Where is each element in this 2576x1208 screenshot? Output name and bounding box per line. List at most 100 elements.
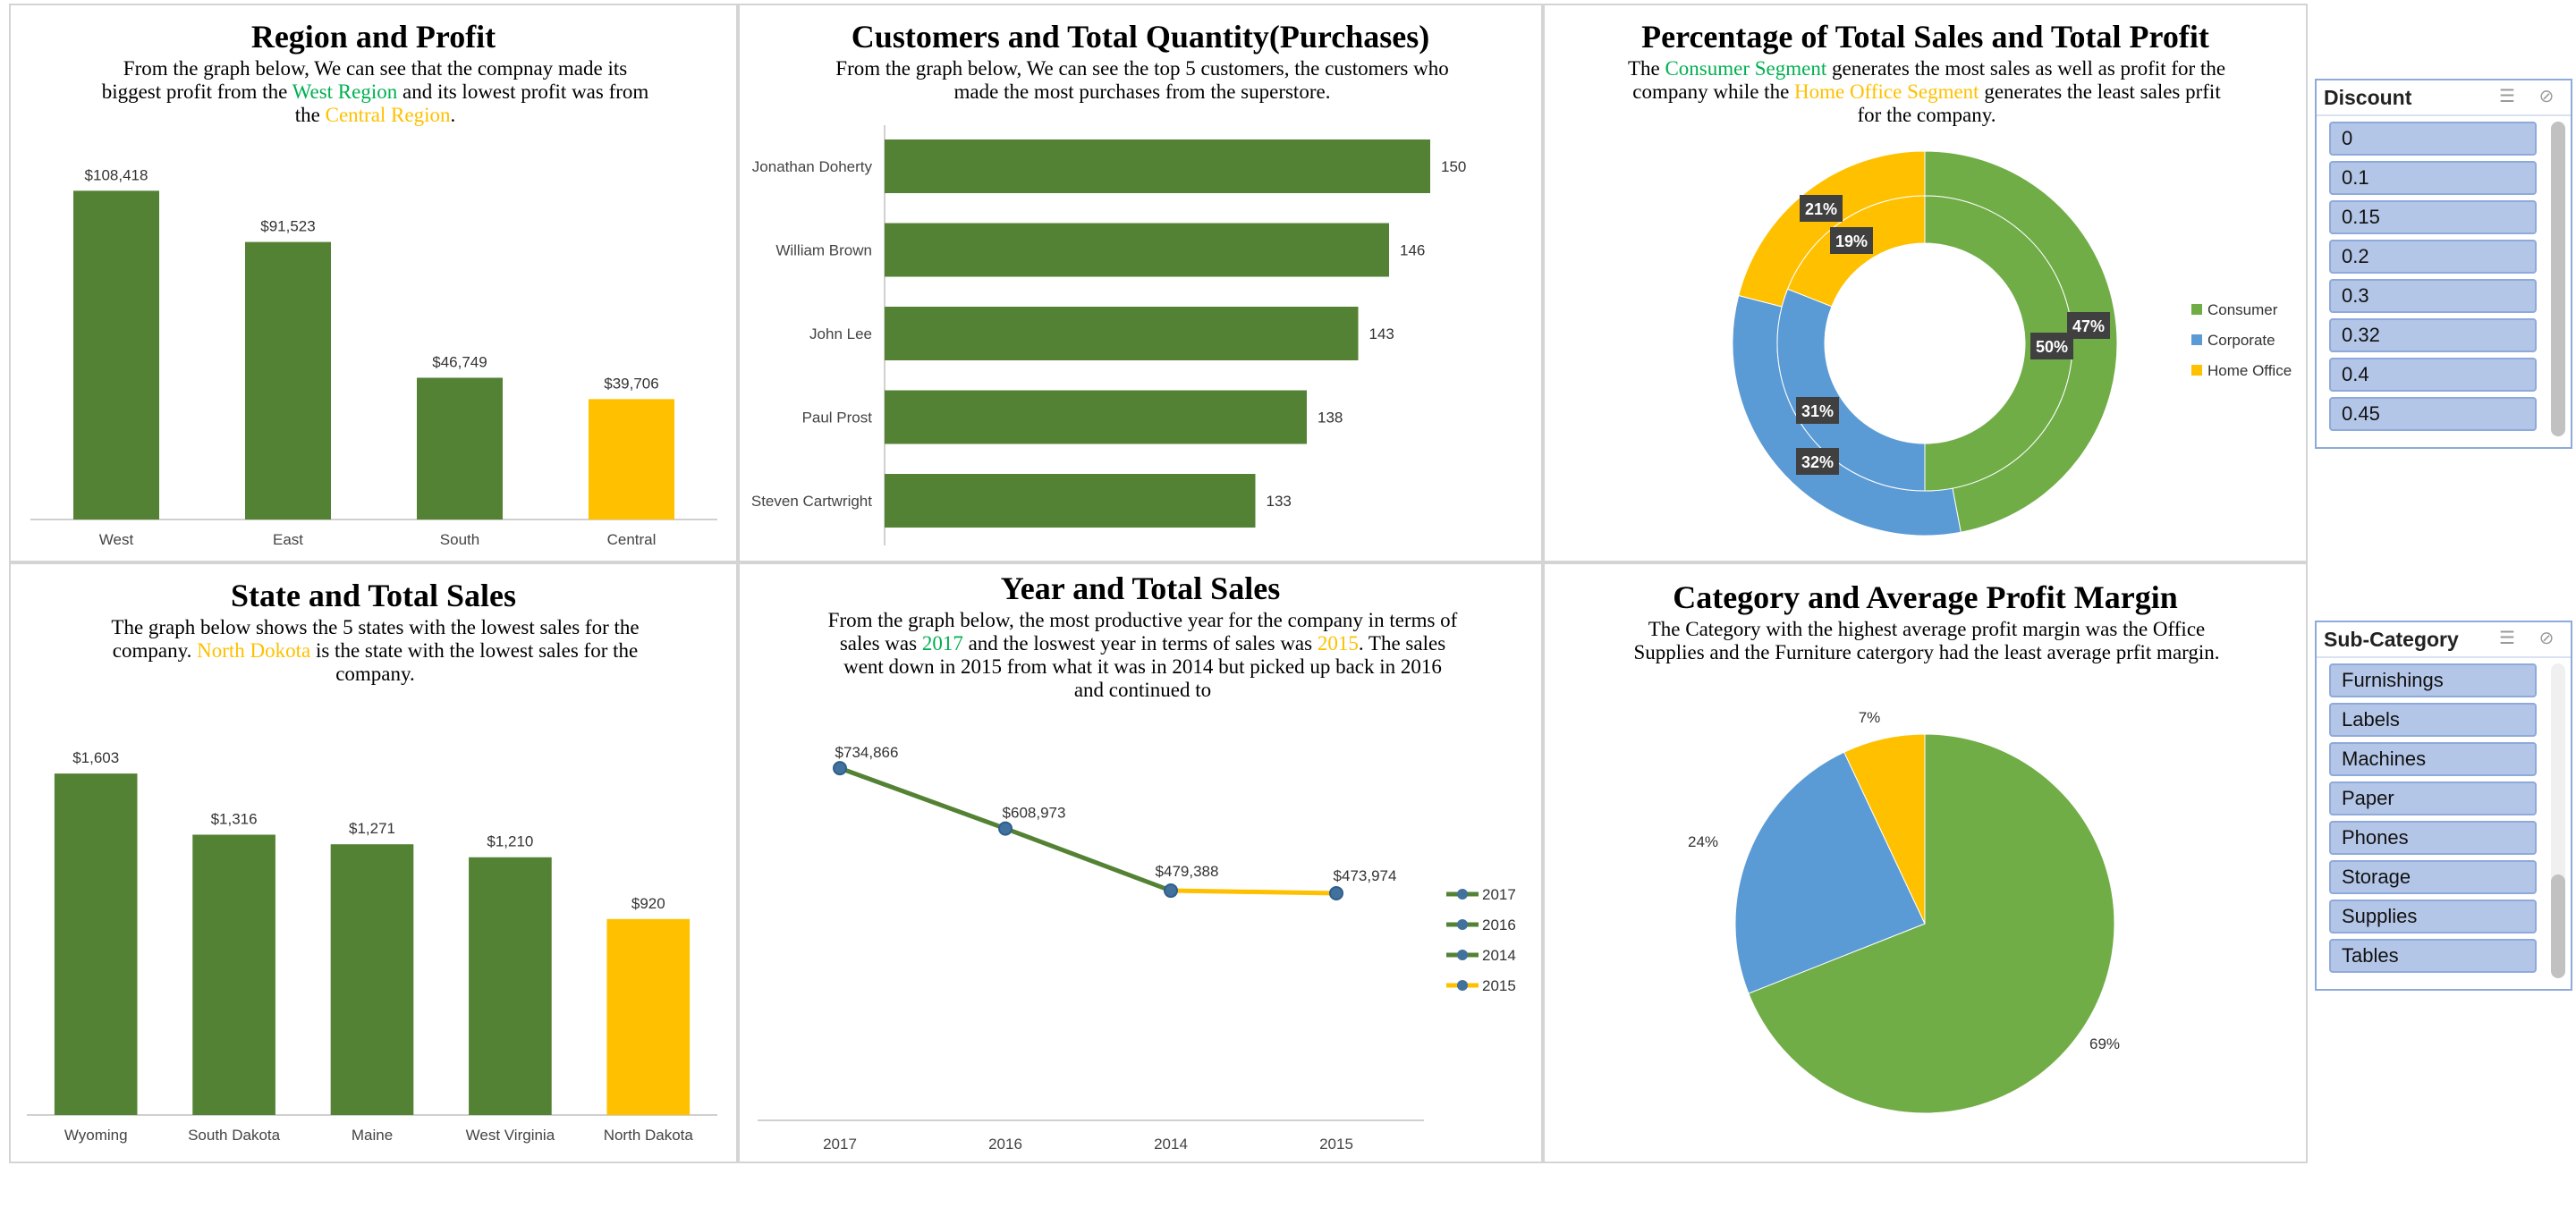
customers-quantity-panel: Customers and Total Quantity(Purchases) … (738, 4, 1543, 562)
slicer-scrollbar[interactable] (2551, 663, 2565, 978)
data-label: $39,706 (604, 375, 658, 392)
subcategory-option[interactable]: Paper (2329, 781, 2537, 815)
multi-select-icon[interactable]: ☰ (2499, 87, 2515, 106)
legend-label: 2017 (1482, 886, 1516, 903)
legend-swatch (2191, 304, 2202, 315)
bar (606, 918, 691, 1115)
slicer-scroll-thumb[interactable] (2551, 874, 2565, 978)
slicer-header: Sub-Category ☰ ⊘ (2317, 622, 2571, 658)
segment-sales-profit-panel: Percentage of Total Sales and Total Prof… (1543, 4, 2308, 562)
data-label-box (2067, 312, 2110, 339)
highlight-north-dakota: North Dokota (197, 639, 311, 662)
highlight-central-region: Central Region (325, 104, 451, 126)
discount-option[interactable]: 0.2 (2329, 240, 2537, 274)
clear-filter-icon[interactable]: ⊘ (2538, 629, 2555, 648)
discount-option[interactable]: 0.45 (2329, 397, 2537, 431)
highlight-2015: 2015 (1317, 632, 1359, 655)
slicer-scroll-thumb[interactable] (2551, 122, 2565, 436)
region-profit-panel: Region and Profit From the graph below, … (9, 4, 738, 562)
data-label: $608,973 (1003, 805, 1066, 822)
subcategory-option[interactable]: Machines (2329, 742, 2537, 776)
discount-slicer: Discount ☰ ⊘ 0 0.1 0.15 0.2 0.3 0.32 0.4 0.45 (2315, 79, 2572, 449)
bar (330, 844, 414, 1115)
bar (589, 399, 674, 520)
legend-marker (1457, 889, 1468, 900)
legend-marker (1457, 980, 1468, 991)
donut-slice (1924, 195, 2073, 492)
discount-option[interactable]: 0.15 (2329, 200, 2537, 234)
legend-label: Consumer (2207, 301, 2278, 318)
year-sales-chart: $734,866 2017 $608,973 2016 $479,388 2014 $473… (758, 744, 1516, 1153)
subcategory-option[interactable]: Furnishings (2329, 663, 2537, 697)
bar (73, 190, 159, 520)
state-sales-panel: State and Total Sales The graph below sh… (9, 562, 738, 1163)
data-label: 31% (1801, 402, 1834, 420)
tick-label: Paul Prost (802, 410, 873, 427)
discount-option[interactable]: 0.32 (2329, 318, 2537, 352)
customers-quantity-chart: 150 Jonathan Doherty 146 William Brown 143 Jo… (751, 125, 1466, 545)
subcategory-option[interactable]: Phones (2329, 821, 2537, 855)
data-label: $1,210 (487, 833, 533, 850)
highlight-west-region: West Region (292, 80, 398, 103)
tick-label: West Virginia (466, 1127, 555, 1144)
series-line (839, 765, 1006, 831)
donut-slice (1776, 288, 1926, 492)
tick-label: Central (607, 531, 657, 548)
data-label: $91,523 (260, 218, 315, 235)
year-sales-panel: Year and Total Sales From the graph belo… (738, 562, 1543, 1163)
data-label: $479,388 (1156, 863, 1219, 880)
data-point (1164, 883, 1178, 899)
discount-option[interactable]: 0 (2329, 122, 2537, 156)
bar (885, 307, 1359, 360)
data-label: $108,418 (85, 166, 148, 183)
highlight-consumer-segment: Consumer Segment (1665, 57, 1827, 80)
panel-description: From the graph below, the most productiv… (827, 609, 1458, 701)
data-label: 47% (2072, 317, 2105, 335)
clear-filter-icon[interactable]: ⊘ (2538, 87, 2555, 106)
data-label: 21% (1805, 200, 1837, 218)
subcategory-option[interactable]: Supplies (2329, 900, 2537, 933)
tick-label: John Lee (809, 325, 872, 342)
data-label: 150 (1441, 158, 1466, 175)
discount-option[interactable]: 0.3 (2329, 279, 2537, 313)
panel-description: From the graph below, We can see the top… (835, 57, 1449, 103)
data-label: $734,866 (835, 744, 899, 761)
discount-option[interactable]: 0.4 (2329, 358, 2537, 392)
subcategory-option[interactable]: Storage (2329, 860, 2537, 894)
discount-option[interactable]: 0.1 (2329, 161, 2537, 195)
data-label: 143 (1369, 325, 1394, 342)
tick-label: 2015 (1319, 1136, 1353, 1153)
legend-label: 2014 (1482, 947, 1516, 964)
subcategory-option[interactable]: Tables (2329, 939, 2537, 973)
legend-swatch (2191, 365, 2202, 376)
pie-slice (1734, 751, 1926, 994)
panel-description: The Category with the highest average pr… (1633, 618, 2220, 663)
bar (885, 139, 1430, 193)
tick-label: Jonathan Doherty (752, 158, 873, 175)
bar (245, 241, 331, 520)
data-point (1329, 885, 1343, 900)
tick-label: Wyoming (64, 1127, 128, 1144)
data-label-box (1796, 397, 1839, 424)
data-label: 24% (1688, 833, 1718, 850)
tick-label: South (440, 531, 479, 548)
segment-donut-chart: 47% 32% 21% 50% 31% 19% Consumer Corporate Home … (1732, 150, 2292, 536)
slicer-scrollbar[interactable] (2551, 122, 2565, 436)
bar (54, 773, 138, 1115)
highlight-2017: 2017 (921, 632, 963, 655)
data-label: $46,749 (432, 353, 487, 370)
panel-description: The graph below shows the 5 states with … (111, 616, 640, 685)
multi-select-icon[interactable]: ☰ (2499, 629, 2515, 648)
legend-label: 2015 (1482, 977, 1516, 994)
data-label: 50% (2036, 338, 2068, 356)
data-point (833, 761, 847, 776)
data-label: 19% (1835, 232, 1868, 250)
state-sales-chart: $1,603 Wyoming $1,316 South Dakota $1,271 Mai… (27, 749, 717, 1144)
subcategory-option[interactable]: Labels (2329, 703, 2537, 737)
data-label: $1,316 (211, 810, 258, 827)
tick-label: 2014 (1154, 1136, 1188, 1153)
subcategory-slicer: Sub-Category ☰ ⊘ Furnishings Labels Machin… (2315, 621, 2572, 991)
tick-label: 2016 (988, 1136, 1022, 1153)
category-profit-margin-panel: Category and Average Profit Margin The C… (1543, 562, 2308, 1163)
data-label: 32% (1801, 453, 1834, 471)
